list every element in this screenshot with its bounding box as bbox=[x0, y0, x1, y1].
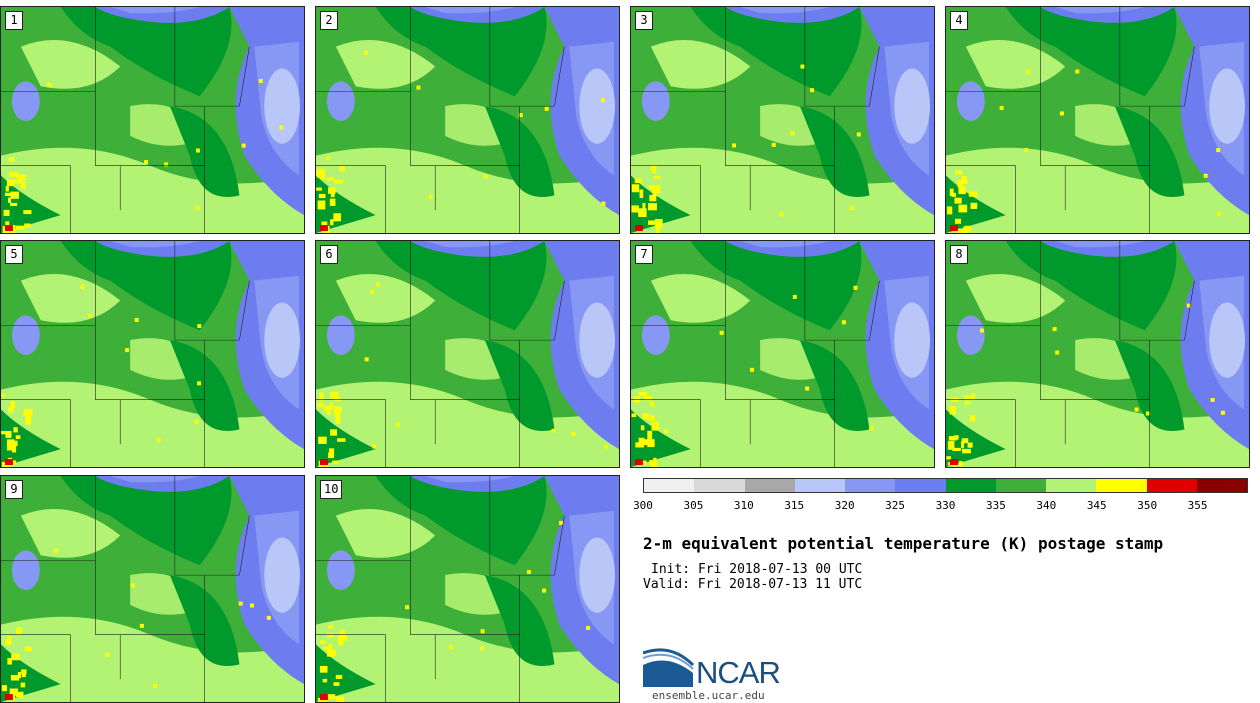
member-panel-9[interactable]: 9 bbox=[0, 475, 305, 703]
colorbar-segment bbox=[1196, 479, 1247, 492]
colorbar-tick-label: 330 bbox=[935, 499, 956, 512]
theta-e-field bbox=[1, 7, 304, 233]
colorbar-segment bbox=[744, 479, 795, 492]
member-label: 7 bbox=[635, 245, 653, 264]
colorbar-tick-label: 350 bbox=[1137, 499, 1158, 512]
theta-e-field bbox=[946, 241, 1249, 467]
member-label: 9 bbox=[5, 480, 23, 499]
member-label: 1 bbox=[5, 11, 23, 30]
colorbar-tick-label: 325 bbox=[885, 499, 906, 512]
theta-e-field bbox=[1, 476, 304, 702]
member-panel-8[interactable]: 8 bbox=[945, 240, 1250, 468]
member-label: 6 bbox=[320, 245, 338, 264]
colorbar-segment bbox=[945, 479, 996, 492]
colorbar-tick-label: 320 bbox=[834, 499, 855, 512]
colorbar-segment bbox=[845, 479, 896, 492]
site-url: ensemble.ucar.edu bbox=[652, 689, 765, 702]
colorbar-tick-label: 310 bbox=[733, 499, 754, 512]
colorbar bbox=[643, 478, 1248, 493]
theta-e-field bbox=[316, 476, 619, 702]
colorbar-segment bbox=[644, 479, 695, 492]
init-time: Init: Fri 2018-07-13 00 UTC bbox=[651, 562, 863, 577]
theta-e-field bbox=[1, 241, 304, 467]
theta-e-field bbox=[631, 7, 934, 233]
valid-time: Valid: Fri 2018-07-13 11 UTC bbox=[643, 577, 863, 592]
colorbar-tick-label: 300 bbox=[633, 499, 653, 512]
member-panel-5[interactable]: 5 bbox=[0, 240, 305, 468]
member-label: 3 bbox=[635, 11, 653, 30]
member-panel-1[interactable]: 1 bbox=[0, 6, 305, 234]
member-label: 5 bbox=[5, 245, 23, 264]
member-label: 2 bbox=[320, 11, 338, 30]
member-panel-2[interactable]: 2 bbox=[315, 6, 620, 234]
colorbar-tick-label: 345 bbox=[1086, 499, 1107, 512]
colorbar-segment bbox=[794, 479, 845, 492]
colorbar-tick-label: 305 bbox=[683, 499, 704, 512]
member-label: 8 bbox=[950, 245, 968, 264]
colorbar-segment bbox=[1046, 479, 1097, 492]
member-panel-7[interactable]: 7 bbox=[630, 240, 935, 468]
page-title: 2-m equivalent potential temperature (K)… bbox=[643, 534, 1164, 553]
colorbar-tick-label: 355 bbox=[1187, 499, 1208, 512]
member-label: 4 bbox=[950, 11, 968, 30]
colorbar-tick-label: 340 bbox=[1036, 499, 1057, 512]
theta-e-field bbox=[946, 7, 1249, 233]
colorbar-tick-label: 335 bbox=[985, 499, 1006, 512]
theta-e-field bbox=[316, 241, 619, 467]
logo-text: NCAR bbox=[696, 655, 781, 690]
colorbar-segment bbox=[694, 479, 745, 492]
colorbar-segment bbox=[895, 479, 946, 492]
member-label: 10 bbox=[320, 480, 343, 499]
colorbar-tick-label: 315 bbox=[784, 499, 805, 512]
colorbar-segment bbox=[1146, 479, 1197, 492]
member-panel-6[interactable]: 6 bbox=[315, 240, 620, 468]
colorbar-segment bbox=[1096, 479, 1147, 492]
member-panel-10[interactable]: 10 bbox=[315, 475, 620, 703]
theta-e-field bbox=[631, 241, 934, 467]
theta-e-field bbox=[316, 7, 619, 233]
colorbar-segment bbox=[995, 479, 1046, 492]
ncar-logo-icon bbox=[643, 648, 695, 687]
member-panel-3[interactable]: 3 bbox=[630, 6, 935, 234]
member-panel-4[interactable]: 4 bbox=[945, 6, 1250, 234]
